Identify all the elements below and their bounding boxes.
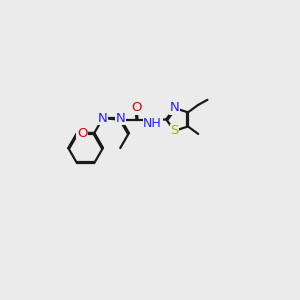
Text: N: N — [116, 112, 125, 124]
Text: N: N — [98, 112, 108, 124]
Text: S: S — [170, 124, 179, 137]
Text: O: O — [131, 101, 142, 114]
Text: O: O — [77, 127, 88, 140]
Text: NH: NH — [143, 117, 162, 130]
Text: N: N — [169, 101, 179, 115]
